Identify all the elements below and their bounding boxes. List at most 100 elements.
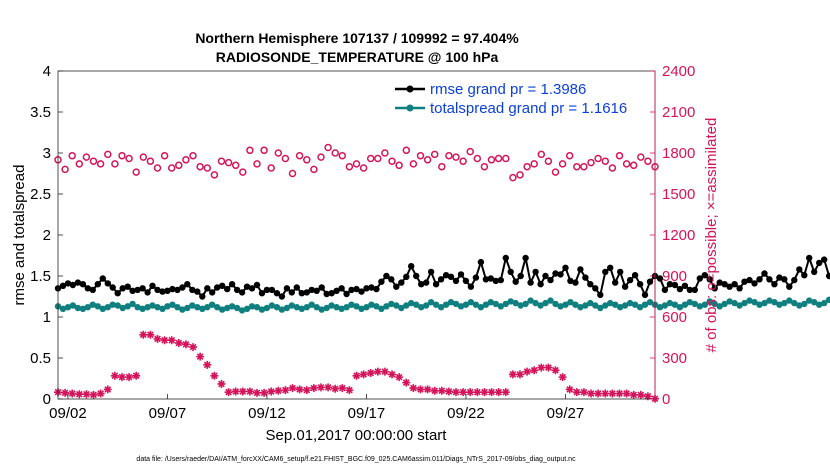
possible-point	[487, 156, 496, 164]
totalspread-point	[761, 299, 768, 307]
assimilated-point	[452, 388, 460, 397]
x-tick-label: 09/02	[49, 405, 87, 422]
rmse-point	[129, 287, 136, 294]
rmse-point	[482, 276, 490, 283]
rmse-point	[626, 276, 634, 284]
rmse-point	[572, 279, 579, 286]
totalspread-point	[527, 297, 534, 304]
rmse-point	[492, 277, 499, 285]
rmse-point	[696, 275, 703, 282]
possible-point	[224, 158, 233, 167]
totalspread-point	[159, 305, 166, 312]
y-right-tick-label: 900	[662, 268, 687, 285]
totalspread-point	[557, 303, 564, 310]
possible-point	[409, 160, 418, 168]
possible-point	[644, 157, 652, 165]
possible-point	[452, 153, 460, 161]
totalspread-point	[617, 304, 624, 311]
chart-subtitle: RADIOSONDE_TEMPERATURE @ 100 hPa	[216, 49, 499, 65]
plot-area	[58, 71, 655, 399]
possible-point	[118, 151, 126, 160]
rmse-point	[303, 289, 310, 296]
totalspread-point	[686, 299, 693, 306]
y-left-tick-label: 3.5	[30, 104, 51, 121]
totalspread-point	[333, 304, 340, 311]
rmse-point	[612, 279, 619, 286]
x-tick-label: 09/22	[447, 405, 485, 422]
assimilated-point	[622, 389, 631, 398]
rmse-point	[656, 275, 664, 282]
assimilated-point	[160, 336, 169, 345]
assimilated-point	[245, 387, 254, 396]
possible-point	[551, 168, 560, 176]
totalspread-point	[343, 304, 350, 311]
assimilated-point	[302, 386, 311, 395]
possible-point	[445, 151, 453, 160]
rmse-point	[169, 285, 176, 293]
possible-point	[637, 153, 645, 161]
assimilated-point	[345, 386, 354, 395]
rmse-point	[79, 281, 87, 288]
y-right-tick-label: 2400	[662, 63, 695, 80]
x-tick-label: 09/27	[547, 405, 585, 422]
rmse-point	[761, 270, 768, 277]
totalspread-point	[631, 301, 639, 308]
y-left-tick-label: 0	[43, 391, 51, 408]
assimilated-point	[544, 363, 553, 372]
rmse-point	[94, 281, 102, 288]
totalspread-point	[278, 306, 286, 313]
rmse-point	[243, 283, 251, 290]
rmse-point	[597, 291, 604, 299]
y-right-tick-label: 1200	[662, 227, 695, 244]
assimilated-point	[82, 390, 91, 399]
totalspread-point	[293, 304, 300, 311]
assimilated-point	[324, 383, 333, 392]
possible-point	[217, 157, 226, 165]
assimilated-point	[480, 388, 489, 397]
totalspread-point	[363, 304, 370, 311]
totalspread-point	[353, 303, 360, 310]
possible-point	[210, 171, 219, 179]
assimilated-point	[189, 343, 198, 352]
possible-point	[615, 151, 624, 160]
possible-point	[61, 165, 69, 174]
totalspread-point	[79, 305, 87, 312]
assimilated-point	[437, 386, 446, 395]
assimilated-point	[594, 389, 603, 398]
totalspread-point	[656, 304, 664, 311]
totalspread-point	[751, 299, 758, 306]
rmse-point	[99, 275, 107, 282]
rmse-point	[701, 272, 708, 279]
rmse-point	[577, 266, 584, 273]
totalspread-point	[308, 301, 315, 308]
possible-point	[629, 161, 638, 170]
possible-point	[75, 160, 84, 168]
totalspread-point	[64, 304, 72, 311]
totalspread-point	[258, 306, 266, 313]
totalspread-point	[109, 301, 116, 308]
possible-point	[544, 157, 553, 165]
totalspread-point	[74, 304, 82, 312]
rmse-point	[607, 264, 614, 271]
totalspread-point	[602, 302, 609, 309]
rmse-point	[174, 286, 181, 294]
totalspread-point	[104, 304, 112, 311]
totalspread-point	[368, 301, 375, 308]
assimilated-point	[295, 385, 304, 394]
totalspread-point	[636, 304, 644, 311]
rmse-point	[139, 285, 146, 292]
rmse-point	[89, 286, 97, 294]
rmse-point	[298, 290, 305, 297]
possible-point	[68, 151, 76, 160]
assimilated-point	[196, 352, 205, 361]
totalspread-point	[472, 301, 480, 308]
assimilated-point	[380, 367, 389, 376]
rmse-point	[487, 275, 494, 282]
totalspread-point	[243, 305, 251, 312]
possible-point	[594, 154, 602, 163]
totalspread-point	[89, 301, 97, 308]
possible-point	[82, 153, 91, 161]
rmse-point	[537, 281, 544, 288]
possible-point	[509, 173, 517, 182]
